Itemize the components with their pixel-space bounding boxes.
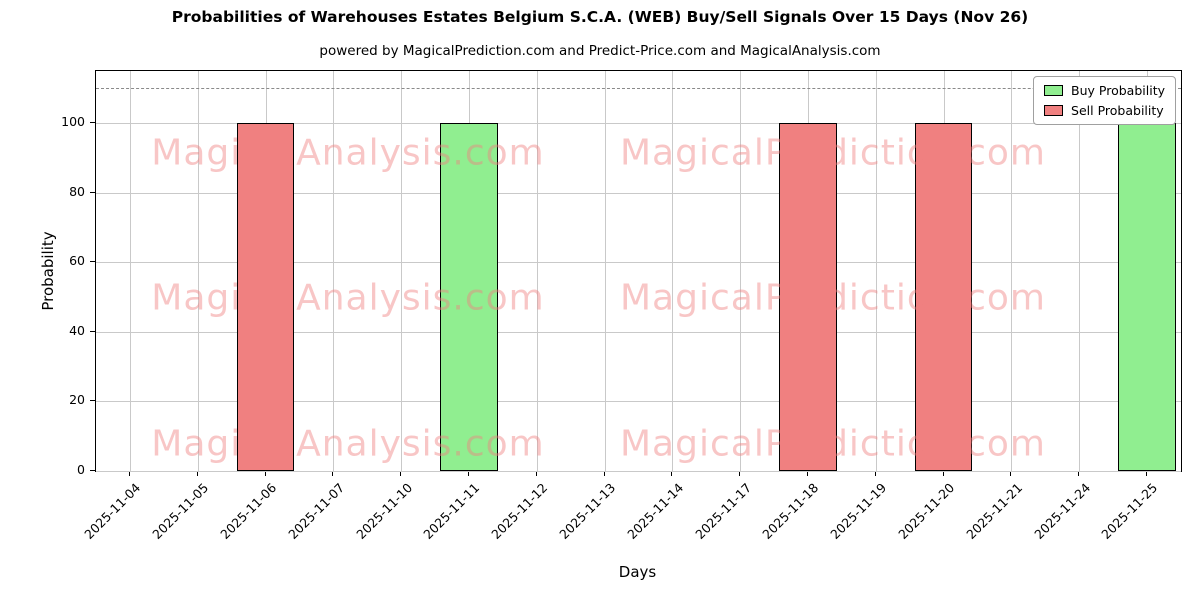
x-tick-mark: [264, 471, 266, 476]
gridline-horizontal: [96, 123, 1181, 125]
y-tick-mark: [90, 330, 95, 332]
y-tick-label: 0: [77, 462, 85, 477]
x-tick-label: 2025-11-07: [284, 480, 347, 542]
gridline-vertical: [333, 71, 335, 471]
plot-area: MagicalAnalysis.com MagicalPrediction.com…: [95, 70, 1182, 472]
x-tick-label: 2025-11-21: [963, 480, 1026, 542]
y-tick-mark: [90, 122, 95, 124]
watermark-text: MagicalAnalysis.com: [151, 277, 545, 319]
gridline-vertical: [1079, 71, 1081, 471]
y-tick-label: 40: [69, 322, 85, 338]
legend-swatch-buy: [1044, 85, 1064, 96]
x-tick-label: 2025-11-11: [420, 480, 483, 542]
x-tick-mark: [467, 471, 469, 476]
watermark-text: MagicalPrediction.com: [620, 132, 1046, 174]
x-tick-label: 2025-11-13: [556, 480, 619, 542]
x-tick-mark: [1078, 471, 1080, 476]
gridline-vertical: [536, 71, 538, 471]
gridline-horizontal: [96, 401, 1181, 403]
gridline-vertical: [875, 71, 877, 471]
x-tick-label: 2025-11-06: [217, 480, 280, 542]
x-tick-mark: [128, 471, 130, 476]
y-tick-mark: [90, 400, 95, 402]
y-axis-label: Probability: [39, 231, 57, 311]
x-tick-label: 2025-11-17: [691, 480, 754, 542]
x-tick-label: 2025-11-18: [759, 480, 822, 542]
y-tick-mark: [90, 191, 95, 193]
x-tick-mark: [874, 471, 876, 476]
y-tick-label: 60: [69, 253, 85, 269]
watermark-text: MagicalAnalysis.com: [151, 423, 545, 465]
y-tick-label: 100: [61, 114, 85, 130]
x-tick-label: 2025-11-12: [488, 480, 551, 542]
dashed-reference-line: [96, 88, 1181, 90]
x-axis-label: Days: [618, 563, 657, 581]
x-tick-mark: [739, 471, 741, 476]
x-tick-mark: [942, 471, 944, 476]
watermark-text: MagicalPrediction.com: [620, 277, 1046, 319]
x-tick-mark: [1010, 471, 1012, 476]
x-tick-label: 2025-11-10: [352, 480, 415, 542]
x-tick-mark: [807, 471, 809, 476]
gridline-vertical: [401, 71, 403, 471]
y-tick-mark: [90, 470, 95, 471]
x-tick-mark: [603, 471, 605, 476]
gridline-horizontal: [96, 331, 1181, 333]
legend-entry: Sell Probability: [1044, 103, 1165, 118]
x-tick-mark: [196, 471, 198, 476]
bar-sell-2025-11-18: [779, 123, 837, 471]
bar-buy-2025-11-25: [1118, 123, 1176, 471]
x-tick-mark: [400, 471, 402, 476]
x-tick-mark: [671, 471, 673, 476]
legend: Buy Probability Sell Probability: [1033, 76, 1176, 125]
gridline-vertical: [740, 71, 742, 471]
gridline-horizontal: [96, 471, 1181, 472]
y-tick-label: 80: [69, 183, 85, 199]
x-tick-label: 2025-11-04: [81, 480, 144, 542]
gridline-vertical: [129, 71, 131, 471]
legend-label: Buy Probability: [1071, 83, 1165, 98]
gridline-horizontal: [96, 192, 1181, 194]
legend-swatch-sell: [1044, 105, 1064, 116]
x-tick-label: 2025-11-14: [624, 480, 687, 542]
chart-title: Probabilities of Warehouses Estates Belg…: [171, 8, 1029, 26]
bar-sell-2025-11-20: [914, 123, 973, 471]
x-tick-label: 2025-11-20: [895, 480, 958, 542]
x-tick-mark: [332, 471, 334, 476]
x-tick-mark: [535, 471, 537, 476]
x-tick-label: 2025-11-25: [1098, 480, 1161, 542]
watermark-text: MagicalPrediction.com: [620, 423, 1046, 465]
x-tick-label: 2025-11-05: [149, 480, 212, 542]
y-tick-label: 20: [69, 392, 85, 408]
legend-entry: Buy Probability: [1044, 83, 1165, 98]
x-tick-mark: [1146, 471, 1148, 476]
chart-subtitle: powered by MagicalPrediction.com and Pre…: [319, 43, 881, 59]
bar-sell-2025-11-06: [236, 123, 295, 471]
gridline-vertical: [1011, 71, 1013, 471]
gridline-vertical: [672, 71, 674, 471]
x-tick-label: 2025-11-24: [1030, 480, 1093, 542]
bar-buy-2025-11-11: [440, 123, 498, 471]
gridline-vertical: [604, 71, 606, 471]
gridline-horizontal: [96, 262, 1181, 264]
gridline-vertical: [197, 71, 199, 471]
x-tick-label: 2025-11-19: [827, 480, 890, 542]
legend-label: Sell Probability: [1071, 103, 1164, 118]
watermark-text: MagicalAnalysis.com: [151, 132, 545, 174]
y-tick-mark: [90, 261, 95, 263]
